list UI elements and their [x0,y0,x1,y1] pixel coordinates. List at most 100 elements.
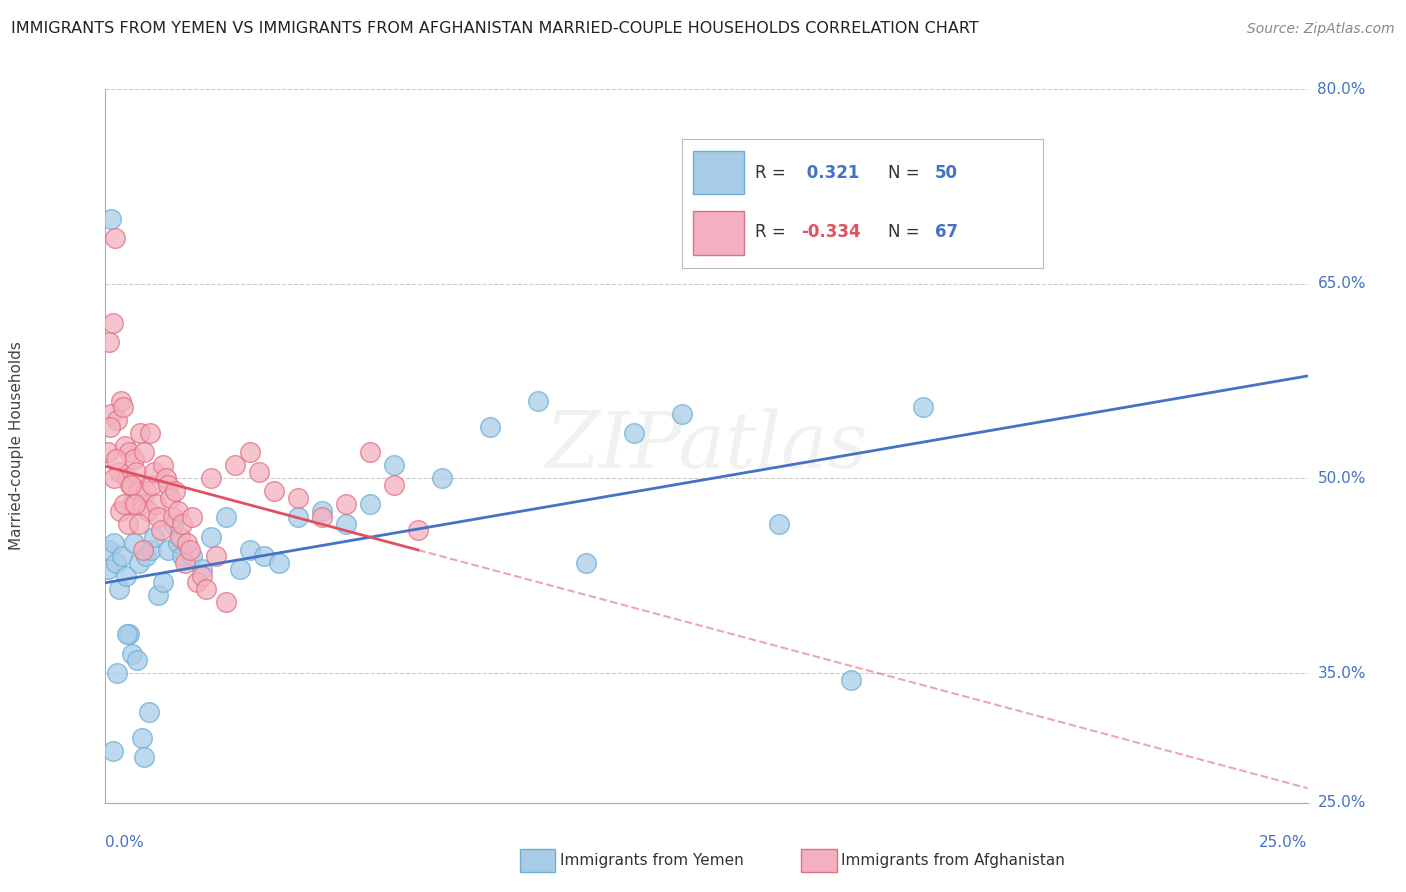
Point [224,458,246,473]
Text: Source: ZipAtlas.com: Source: ZipAtlas.com [1247,21,1395,36]
Point [121,497,143,511]
Text: Immigrants from Afghanistan: Immigrants from Afghanistan [841,854,1064,868]
Point [141,478,163,492]
Point [124,536,146,550]
Point [131,497,153,511]
Point [118,627,141,641]
Point [127,484,149,499]
Point [105,452,128,467]
Point [430,471,453,485]
Point [156,542,179,557]
Point [98,419,121,434]
Point [239,542,262,557]
Point [100,407,122,421]
Point [114,568,136,582]
Point [382,478,405,492]
Point [190,562,212,576]
Point [195,582,218,596]
Point [121,647,143,661]
Point [101,316,124,330]
Text: Immigrants from Yemen: Immigrants from Yemen [560,854,744,868]
Point [101,744,124,758]
Point [311,504,333,518]
Text: 80.0%: 80.0% [1317,82,1365,96]
Point [173,556,195,570]
Point [125,653,148,667]
Point [129,425,152,440]
Point [124,452,146,467]
Point [247,465,270,479]
Point [162,510,184,524]
Point [132,445,155,459]
Point [359,445,381,459]
Point [105,413,128,427]
Point [120,478,142,492]
Point [131,731,153,745]
Point [200,530,222,544]
Point [117,516,139,531]
Text: 0.0%: 0.0% [105,836,145,850]
Text: IMMIGRANTS FROM YEMEN VS IMMIGRANTS FROM AFGHANISTAN MARRIED-COUPLE HOUSEHOLDS C: IMMIGRANTS FROM YEMEN VS IMMIGRANTS FROM… [11,21,979,36]
Point [152,458,174,473]
Point [172,549,194,564]
Point [132,542,155,557]
Point [124,497,146,511]
Point [111,400,134,414]
Point [214,510,236,524]
Point [138,705,160,719]
Point [181,549,204,564]
Point [149,524,172,538]
Point [176,536,198,550]
Point [115,471,138,485]
Text: 25.0%: 25.0% [1260,836,1308,850]
Point [103,471,125,485]
Point [186,575,208,590]
Point [200,471,222,485]
Point [214,595,236,609]
Point [172,516,194,531]
Point [98,542,121,557]
Point [166,504,188,518]
Point [112,497,135,511]
Point [169,530,191,544]
Point [100,211,122,226]
Point [117,445,139,459]
Point [108,504,131,518]
Point [527,393,550,408]
Point [263,484,285,499]
Point [145,497,167,511]
Point [575,556,598,570]
Point [108,465,131,479]
Text: Married-couple Households: Married-couple Households [10,342,24,550]
Point [229,562,252,576]
Point [671,407,693,421]
Text: 25.0%: 25.0% [1317,796,1365,810]
Point [135,484,157,499]
Text: 50.0%: 50.0% [1317,471,1365,486]
Point [335,497,357,511]
Point [128,516,150,531]
Point [165,484,187,499]
Point [142,465,165,479]
Point [359,497,381,511]
Point [135,549,157,564]
Point [239,445,262,459]
Point [148,510,170,524]
Point [114,439,136,453]
Point [108,582,131,596]
Point [623,425,645,440]
Point [162,516,184,531]
Point [287,491,309,505]
Text: ZIPatlas: ZIPatlas [546,408,868,484]
Point [768,516,790,531]
Point [155,471,177,485]
Point [142,530,165,544]
Point [128,556,150,570]
Point [139,542,162,557]
Point [205,549,228,564]
Point [479,419,502,434]
Point [911,400,934,414]
Point [406,524,429,538]
Point [104,231,127,245]
Point [107,666,129,681]
